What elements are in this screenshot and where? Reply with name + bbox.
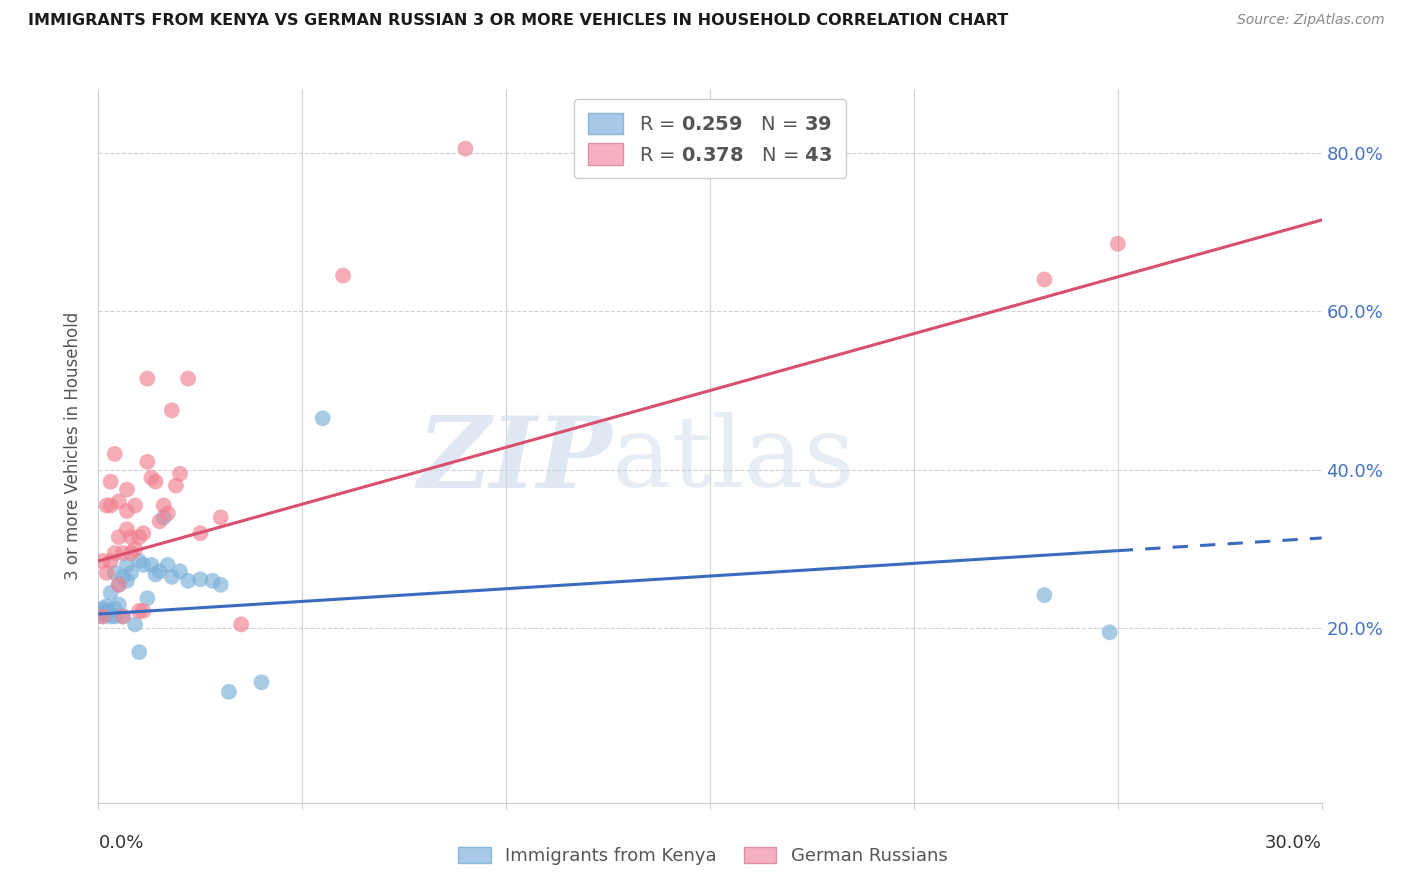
Point bbox=[100, 554, 122, 568]
Point bbox=[188, 572, 212, 586]
Point bbox=[136, 455, 159, 469]
Point bbox=[1033, 588, 1056, 602]
Point bbox=[145, 567, 167, 582]
Text: 0.0%: 0.0% bbox=[98, 834, 143, 852]
Point bbox=[149, 514, 172, 528]
Legend: Immigrants from Kenya, German Russians: Immigrants from Kenya, German Russians bbox=[450, 838, 956, 874]
Point bbox=[111, 609, 134, 624]
Point bbox=[96, 607, 118, 621]
Point bbox=[141, 558, 163, 572]
Point bbox=[1033, 272, 1056, 286]
Text: ZIP: ZIP bbox=[418, 412, 612, 508]
Point bbox=[128, 554, 150, 568]
Text: IMMIGRANTS FROM KENYA VS GERMAN RUSSIAN 3 OR MORE VEHICLES IN HOUSEHOLD CORRELAT: IMMIGRANTS FROM KENYA VS GERMAN RUSSIAN … bbox=[28, 13, 1008, 29]
Point bbox=[188, 526, 212, 541]
Point bbox=[100, 499, 122, 513]
Point bbox=[132, 558, 155, 572]
Point bbox=[115, 483, 138, 497]
Point bbox=[104, 447, 127, 461]
Point bbox=[177, 371, 200, 385]
Point bbox=[91, 606, 114, 620]
Point bbox=[91, 609, 114, 624]
Point bbox=[169, 564, 191, 578]
Point bbox=[209, 510, 232, 524]
Point bbox=[250, 675, 273, 690]
Point bbox=[100, 609, 122, 624]
Point bbox=[115, 504, 138, 518]
Point bbox=[218, 685, 240, 699]
Point bbox=[132, 526, 155, 541]
Point bbox=[115, 522, 138, 536]
Point bbox=[152, 510, 174, 524]
Point bbox=[115, 558, 138, 572]
Y-axis label: 3 or more Vehicles in Household: 3 or more Vehicles in Household bbox=[65, 312, 83, 580]
Point bbox=[91, 609, 114, 624]
Point bbox=[120, 530, 142, 544]
Point bbox=[152, 499, 174, 513]
Point bbox=[120, 546, 142, 560]
Point bbox=[231, 617, 253, 632]
Point bbox=[108, 578, 131, 592]
Point bbox=[169, 467, 191, 481]
Point bbox=[104, 546, 127, 560]
Point bbox=[149, 564, 172, 578]
Point bbox=[156, 507, 179, 521]
Point bbox=[1098, 625, 1121, 640]
Point bbox=[160, 403, 183, 417]
Text: Source: ZipAtlas.com: Source: ZipAtlas.com bbox=[1237, 13, 1385, 28]
Point bbox=[128, 530, 150, 544]
Point bbox=[201, 574, 224, 588]
Point bbox=[132, 604, 155, 618]
Point bbox=[120, 566, 142, 580]
Legend: R = $\mathbf{0.259}$   N = $\mathbf{39}$, R = $\mathbf{0.378}$   N = $\mathbf{43: R = $\mathbf{0.259}$ N = $\mathbf{39}$, … bbox=[575, 99, 845, 178]
Point bbox=[177, 574, 200, 588]
Point bbox=[124, 542, 146, 557]
Point bbox=[156, 558, 179, 572]
Point bbox=[128, 645, 150, 659]
Point bbox=[136, 371, 159, 385]
Point bbox=[108, 530, 131, 544]
Point bbox=[91, 601, 114, 615]
Point bbox=[145, 475, 167, 489]
Point bbox=[165, 478, 187, 492]
Point bbox=[332, 268, 354, 283]
Point bbox=[104, 601, 127, 615]
Point bbox=[1107, 236, 1129, 251]
Point bbox=[104, 609, 127, 624]
Point bbox=[124, 499, 146, 513]
Point bbox=[136, 591, 159, 606]
Point bbox=[104, 566, 127, 580]
Point bbox=[115, 574, 138, 588]
Point bbox=[141, 471, 163, 485]
Point bbox=[100, 475, 122, 489]
Point bbox=[96, 604, 118, 618]
Point bbox=[108, 578, 131, 592]
Point bbox=[209, 578, 232, 592]
Text: atlas: atlas bbox=[612, 412, 855, 508]
Point bbox=[96, 599, 118, 614]
Point bbox=[100, 585, 122, 599]
Point bbox=[312, 411, 335, 425]
Point bbox=[111, 546, 134, 560]
Point bbox=[160, 570, 183, 584]
Point bbox=[96, 499, 118, 513]
Point bbox=[124, 617, 146, 632]
Point bbox=[128, 604, 150, 618]
Point bbox=[108, 598, 131, 612]
Point bbox=[111, 570, 134, 584]
Text: 30.0%: 30.0% bbox=[1265, 834, 1322, 852]
Point bbox=[111, 609, 134, 624]
Point bbox=[96, 566, 118, 580]
Point bbox=[454, 142, 477, 156]
Point bbox=[91, 554, 114, 568]
Point bbox=[108, 494, 131, 508]
